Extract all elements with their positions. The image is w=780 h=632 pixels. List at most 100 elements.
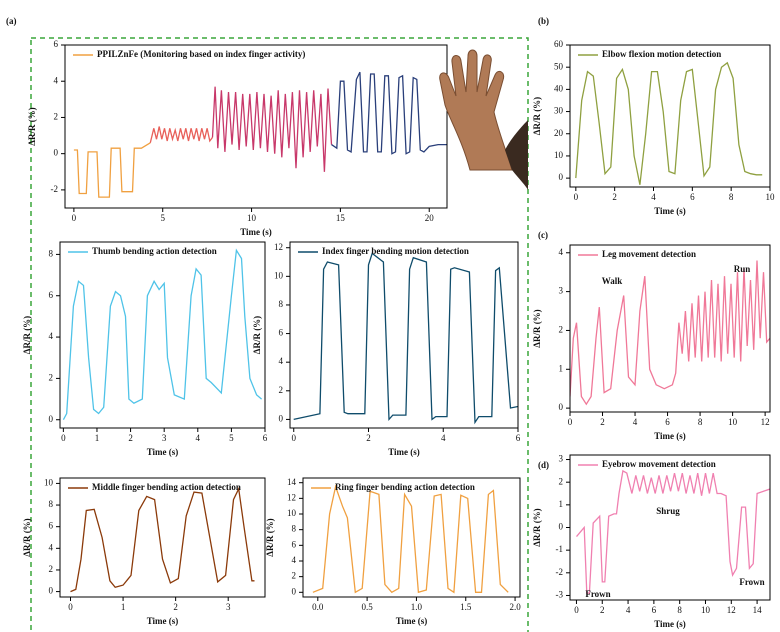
- x-tick-label: 10: [701, 605, 711, 615]
- sleeve: [505, 120, 528, 190]
- y-tick-label: 50: [554, 61, 564, 71]
- x-tick-label: 3: [226, 602, 231, 612]
- plot-frame: [59, 477, 266, 598]
- y-tick-label: 4: [292, 555, 297, 565]
- y-tick-label: 14: [287, 477, 297, 487]
- x-tick-label: 4: [196, 433, 201, 443]
- legend-label: Leg movement detection: [602, 249, 696, 259]
- legend-label: Ring finger bending action detection: [335, 482, 475, 492]
- x-tick-label: 5: [229, 433, 234, 443]
- annotation: Walk: [602, 276, 623, 286]
- x-tick-label: 6: [652, 605, 657, 615]
- x-axis-title: Time (s): [147, 447, 179, 457]
- x-tick-label: 0: [291, 433, 296, 443]
- plot-frame: [302, 477, 521, 598]
- x-tick-label: 0.5: [361, 602, 373, 612]
- legend-label: Index finger bending motion detection: [322, 246, 469, 256]
- line-series: [149, 126, 214, 143]
- y-tick-label: 0: [559, 522, 564, 532]
- y-tick-label: 20: [554, 128, 564, 138]
- plot-frame: [59, 241, 266, 429]
- hand-photo: [439, 49, 528, 190]
- x-tick-label: 10: [728, 417, 738, 427]
- y-tick-label: -3: [556, 590, 564, 600]
- y-tick-label: 2: [559, 325, 564, 335]
- x-tick-label: 0: [574, 605, 579, 615]
- y-tick-label: 6: [279, 328, 284, 338]
- x-tick-label: 0: [72, 213, 77, 223]
- panel-label: (b): [538, 16, 549, 26]
- x-tick-label: 6: [516, 433, 521, 443]
- panel-label: (c): [538, 230, 548, 240]
- x-tick-label: 6: [690, 192, 695, 202]
- x-tick-label: 2: [612, 192, 617, 202]
- legend-label: Thumb bending action detection: [92, 246, 217, 256]
- y-tick-label: 2: [292, 571, 297, 581]
- y-tick-label: 10: [44, 477, 54, 487]
- y-tick-label: 1: [559, 363, 564, 373]
- y-tick-label: 4: [49, 542, 54, 552]
- x-tick-label: 0: [574, 192, 579, 202]
- x-tick-label: 12: [727, 605, 736, 615]
- y-tick-label: 12: [287, 492, 296, 502]
- x-tick-label: 8: [677, 605, 682, 615]
- y-tick-label: 2: [279, 385, 284, 395]
- y-tick-label: 40: [554, 83, 564, 93]
- x-tick-label: 0: [61, 433, 66, 443]
- legend-label: PPILZnFe (Monitoring based on index fing…: [97, 49, 305, 59]
- y-axis-title: ΔR/R (%): [252, 316, 262, 354]
- y-axis-title: ΔR/R (%): [27, 107, 37, 145]
- x-axis-title: Time (s): [654, 431, 686, 441]
- y-axis-title: ΔR/R (%): [265, 518, 275, 556]
- x-tick-label: 2: [366, 433, 371, 443]
- x-tick-label: 4: [651, 192, 656, 202]
- x-tick-label: 15: [336, 213, 346, 223]
- y-tick-label: 8: [49, 499, 54, 509]
- x-tick-label: 0: [568, 417, 573, 427]
- y-tick-label: 8: [292, 524, 297, 534]
- hand: [439, 49, 513, 171]
- panel-label: (a): [6, 16, 17, 26]
- y-tick-label: -1: [556, 544, 564, 554]
- y-tick-label: 12: [274, 242, 283, 252]
- y-tick-label: 4: [559, 247, 564, 257]
- line-series: [312, 484, 509, 594]
- y-tick-label: -2: [556, 567, 564, 577]
- y-tick-label: 0: [54, 148, 59, 158]
- x-axis-title: Time (s): [388, 447, 420, 457]
- y-tick-label: 4: [49, 331, 54, 341]
- annotation: Frown: [585, 589, 610, 599]
- line-series: [73, 142, 151, 198]
- line-series: [70, 486, 255, 593]
- line-series: [576, 469, 770, 594]
- y-tick-label: 2: [49, 372, 54, 382]
- line-series: [570, 260, 770, 406]
- y-tick-label: 6: [292, 539, 297, 549]
- x-tick-label: 1: [95, 433, 100, 443]
- x-tick-label: 0: [68, 602, 73, 612]
- x-tick-label: 2.0: [509, 602, 521, 612]
- y-tick-label: 0: [559, 402, 564, 412]
- panel-a-border: [30, 37, 529, 632]
- y-tick-label: 8: [279, 299, 284, 309]
- plot-frame: [289, 241, 519, 429]
- panel-label: (d): [538, 460, 549, 470]
- plot-frame: [569, 454, 771, 601]
- x-tick-label: 4: [633, 417, 638, 427]
- y-tick-label: 6: [49, 290, 54, 300]
- y-tick-label: 3: [559, 286, 564, 296]
- x-tick-label: 4: [626, 605, 631, 615]
- x-tick-label: 10: [247, 213, 257, 223]
- y-axis-title: ΔR/R (%): [532, 508, 542, 546]
- x-tick-label: 2: [600, 417, 605, 427]
- annotation: Run: [734, 264, 751, 274]
- line-series: [62, 248, 263, 421]
- x-axis-title: Time (s): [240, 227, 272, 237]
- plot-frame: [569, 44, 771, 188]
- x-tick-label: 6: [665, 417, 670, 427]
- y-tick-label: 0: [49, 414, 54, 424]
- y-axis-title: ΔR/R (%): [532, 309, 542, 347]
- x-tick-label: 10: [766, 192, 776, 202]
- y-tick-label: 0: [559, 172, 564, 182]
